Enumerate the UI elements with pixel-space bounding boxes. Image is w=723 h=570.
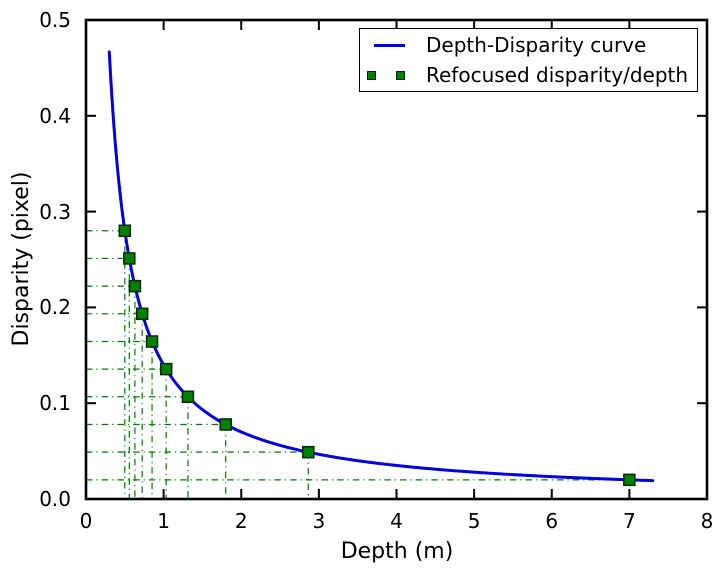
refocused-point-marker [302, 445, 315, 459]
x-tick-label: 2 [234, 509, 248, 533]
legend-label-curve: Depth-Disparity curve [426, 33, 647, 57]
x-tick-label: 3 [312, 509, 326, 533]
legend-entry-curve: Depth-Disparity curve [360, 31, 697, 59]
legend-marker-swatch [360, 70, 426, 80]
legend-label-points: Refocused disparity/depth [426, 63, 689, 87]
blue-line-icon [374, 43, 405, 47]
legend-entry-points: Refocused disparity/depth [360, 61, 697, 89]
legend-line-swatch [360, 43, 426, 47]
green-square-marker-icon [396, 70, 405, 80]
x-tick-label: 5 [467, 509, 481, 533]
refocused-point-marker [145, 335, 159, 348]
x-tick-label: 7 [623, 509, 636, 533]
y-axis-label: Disparity (pixel) [9, 171, 34, 347]
depth-disparity-curve [107, 50, 655, 483]
x-tick-label: 6 [545, 509, 559, 533]
refocused-point-marker [135, 307, 149, 321]
refocused-point-marker [159, 362, 173, 376]
y-tick-label: 0.0 [39, 487, 71, 511]
x-tick-label: 0 [79, 509, 93, 533]
refocused-point-marker [219, 418, 232, 431]
y-tick-label: 0.4 [39, 103, 71, 128]
y-tick-label: 0.1 [39, 391, 71, 416]
x-axis-label: Depth (m) [340, 539, 454, 564]
y-tick-label: 0.3 [39, 199, 71, 224]
legend: Depth-Disparity curve Refocused disparit… [359, 28, 698, 92]
refocused-point-marker [118, 224, 132, 238]
refocused-point-marker [181, 390, 195, 404]
green-square-marker-icon [367, 70, 376, 80]
refocused-point-marker [128, 279, 142, 293]
refocused-point-marker [123, 252, 136, 265]
y-tick-label: 0.5 [39, 8, 71, 32]
x-tick-label: 4 [390, 509, 403, 533]
y-tick-label: 0.2 [39, 295, 71, 320]
x-tick-label: 8 [700, 509, 714, 533]
x-tick-label: 1 [157, 509, 170, 533]
refocused-point-marker [623, 473, 636, 487]
axes-frame [84, 18, 709, 501]
